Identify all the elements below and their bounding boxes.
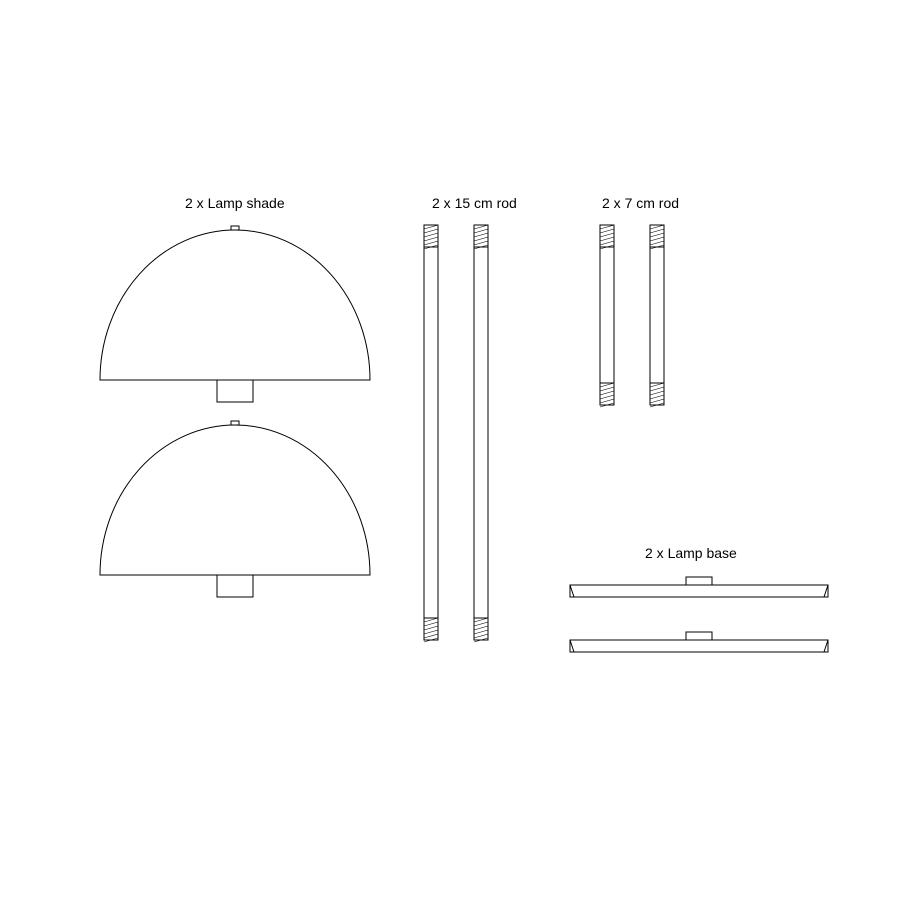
rod-7cm-2 bbox=[650, 225, 664, 407]
lamp-base-2 bbox=[570, 632, 828, 652]
lamp-base-1 bbox=[570, 577, 828, 597]
label-rod-15cm: 2 x 15 cm rod bbox=[432, 195, 517, 211]
lamp-shade-1 bbox=[100, 226, 370, 402]
label-lamp-shade: 2 x Lamp shade bbox=[185, 195, 285, 211]
lamp-shade-2 bbox=[100, 421, 370, 597]
rod-15cm-2 bbox=[474, 225, 488, 642]
label-rod-7cm: 2 x 7 cm rod bbox=[602, 195, 679, 211]
diagram-canvas bbox=[0, 0, 900, 900]
rod-7cm-1 bbox=[600, 225, 614, 407]
rod-15cm-1 bbox=[424, 225, 438, 642]
label-lamp-base: 2 x Lamp base bbox=[645, 545, 737, 561]
